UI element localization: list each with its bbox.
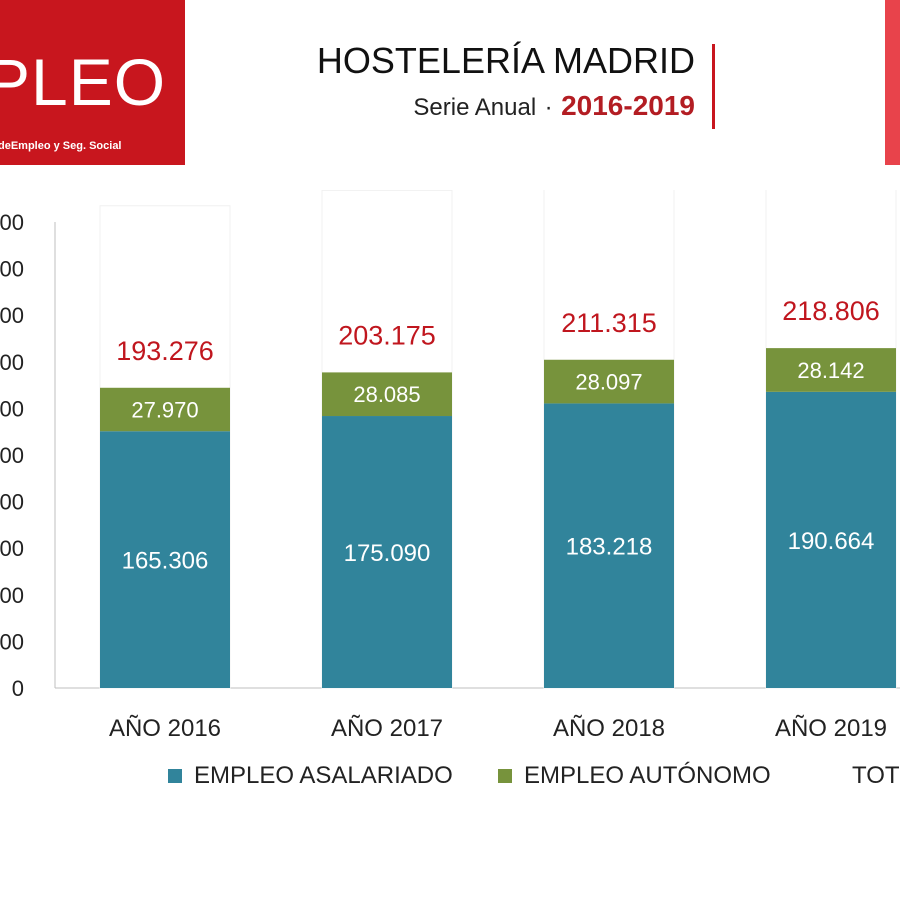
y-tick-label: 00 [0,303,24,328]
data-label-autonomo: 28.142 [797,358,864,383]
data-label-autonomo: 28.085 [353,382,420,407]
legend-item-asalariado: EMPLEO ASALARIADO [168,762,453,790]
subtitle-label: Serie Anual [413,94,537,121]
y-tick-label: 00 [0,629,24,654]
logo-badge: PLEO deEmpleo y Seg. Social [0,0,185,165]
chart-title: HOSTELERÍA MADRID [316,40,695,81]
bar-segment-autonomo [100,387,230,432]
subtitle-range: 2016-2019 [561,90,695,121]
x-category-label: AÑO 2017 [331,715,443,742]
data-label-asalariado: 175.090 [344,540,431,567]
y-tick-label: 00 [0,257,24,282]
bar-segment-asalariado [322,416,452,688]
data-label-total: 218.806 [782,296,880,326]
y-tick-label: 00 [0,443,24,468]
bar-segment-autonomo [544,359,674,404]
bar-segment-asalariado [100,431,230,688]
bar-segment-autonomo [322,372,452,417]
chart-legend: EMPLEO ASALARIADO EMPLEO AUTÓNOMO TOT [0,762,900,792]
logo-subtitle: deEmpleo y Seg. Social [0,140,122,152]
bar-segment-asalariado [544,403,674,688]
logo-text: PLEO [0,45,167,119]
y-tick-label: 00 [0,490,24,515]
legend-swatch-autonomo [498,769,512,783]
bar-segment-autonomo [766,348,896,392]
x-category-label: AÑO 2019 [775,715,887,742]
y-tick-label: 00 [0,536,24,561]
y-tick-label: 00 [0,210,24,235]
y-tick-label: 0 [12,676,24,701]
data-label-asalariado: 190.664 [788,528,875,555]
y-tick-label: 00 [0,583,24,608]
data-label-total: 203.175 [338,320,436,350]
data-label-asalariado: 183.218 [566,534,653,561]
legend-label-total: TOT [852,762,900,789]
x-category-label: AÑO 2016 [109,715,221,742]
legend-label-asalariado: EMPLEO ASALARIADO [194,762,453,789]
data-label-autonomo: 27.970 [131,398,198,423]
x-category-label: AÑO 2018 [553,715,665,742]
subtitle-separator: · [544,94,553,121]
y-tick-label: 00 [0,350,24,375]
legend-label-autonomo: EMPLEO AUTÓNOMO [524,762,771,789]
legend-item-total: TOT [852,762,900,790]
brand-accent-bar [885,0,900,165]
data-label-asalariado: 165.306 [122,548,209,575]
legend-swatch-asalariado [168,769,182,783]
chart-subtitle: Serie Anual · 2016-2019 [300,90,695,122]
data-label-total: 211.315 [561,308,657,338]
title-divider [712,44,715,129]
data-label-autonomo: 28.097 [575,370,642,395]
legend-item-autonomo: EMPLEO AUTÓNOMO [498,762,771,790]
stacked-bar-chart: 000000000000000000000165.30627.970193.27… [0,190,900,742]
bar-segment-asalariado [766,391,896,688]
y-tick-label: 00 [0,396,24,421]
data-label-total: 193.276 [116,336,214,366]
